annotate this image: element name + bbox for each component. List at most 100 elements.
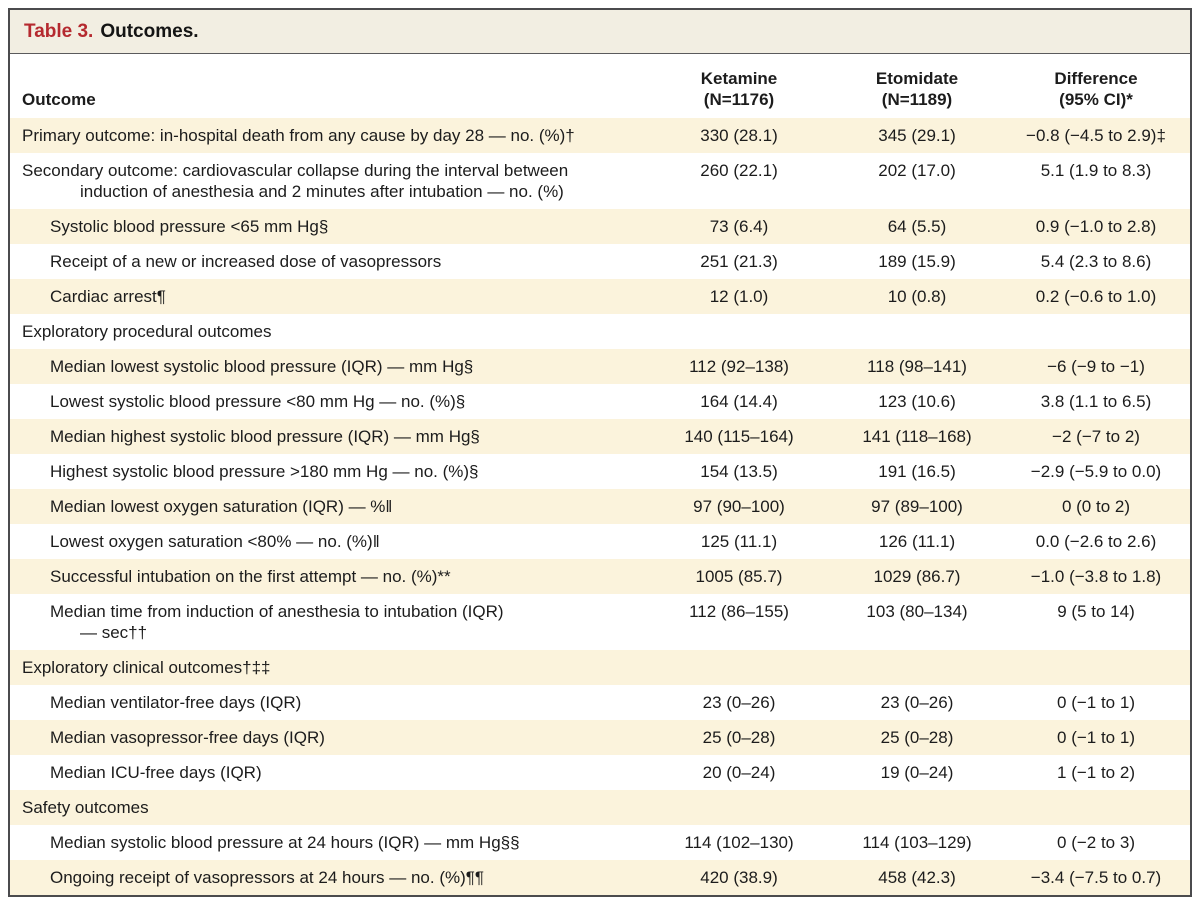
- ketamine-value: 154 (13.5): [700, 462, 778, 481]
- row-label: Primary outcome: in-hospital death from …: [10, 118, 646, 153]
- etomidate-value: 64 (5.5): [887, 217, 947, 236]
- row-label-line1: Highest systolic blood pressure >180 mm …: [50, 462, 479, 481]
- row-label-line2: — sec††: [80, 623, 148, 642]
- difference-value: 0.2 (−0.6 to 1.0): [1035, 287, 1157, 306]
- row-label-line1: Lowest systolic blood pressure <80 mm Hg…: [50, 392, 466, 411]
- row-label: Cardiac arrest¶: [10, 279, 646, 314]
- ketamine-value: 20 (0–24): [702, 763, 776, 782]
- row-label-line1: Secondary outcome: cardiovascular collap…: [22, 161, 569, 180]
- row-label: Median ventilator-free days (IQR): [10, 685, 646, 720]
- etomidate-value: 141 (118–168): [862, 427, 972, 446]
- difference-value: −0.8 (−4.5 to 2.9)‡: [1026, 126, 1166, 145]
- row-label-line1: Exploratory procedural outcomes: [22, 322, 272, 341]
- table-row: Median lowest systolic blood pressure (I…: [10, 349, 1190, 384]
- table-row: Secondary outcome: cardiovascular collap…: [10, 153, 1190, 209]
- etomidate-header-name: Etomidate: [875, 69, 959, 88]
- difference-value: 0 (−2 to 3): [1057, 833, 1135, 852]
- etomidate-value: [832, 650, 1002, 664]
- ketamine-value: [646, 314, 832, 328]
- difference-value: 0 (0 to 2): [1061, 497, 1131, 516]
- etomidate-value: 123 (10.6): [878, 392, 956, 411]
- row-label: Secondary outcome: cardiovascular collap…: [10, 153, 646, 209]
- row-label-line1: Median lowest oxygen saturation (IQR) — …: [50, 497, 393, 516]
- etomidate-value: [832, 790, 1002, 804]
- ketamine-header-name: Ketamine: [700, 69, 778, 88]
- ketamine-value: 1005 (85.7): [695, 567, 783, 586]
- row-label: Median time from induction of anesthesia…: [10, 594, 646, 650]
- etomidate-value: 25 (0–28): [880, 728, 954, 747]
- table-row: Median vasopressor-free days (IQR) 25 (0…: [10, 720, 1190, 755]
- difference-value: −3.4 (−7.5 to 0.7): [1030, 868, 1162, 887]
- outcome-column-header: Outcome: [22, 90, 96, 109]
- row-label-line1: Median ventilator-free days (IQR): [50, 693, 302, 712]
- difference-value: 0.0 (−2.6 to 2.6): [1035, 532, 1157, 551]
- table-row: Systolic blood pressure <65 mm Hg§ 73 (6…: [10, 209, 1190, 244]
- difference-value: −2 (−7 to 2): [1052, 427, 1140, 446]
- row-label: Median vasopressor-free days (IQR): [10, 720, 646, 755]
- difference-column-header: Difference (95% CI)*: [1002, 68, 1190, 110]
- ketamine-value: 251 (21.3): [700, 252, 778, 271]
- difference-value: −1.0 (−3.8 to 1.8): [1030, 567, 1162, 586]
- outcomes-table: Table 3. Outcomes. Outcome Ketamine (N=1…: [8, 8, 1192, 897]
- table-row: Safety outcomes: [10, 790, 1190, 825]
- table-row: Successful intubation on the first attem…: [10, 559, 1190, 594]
- difference-value: −2.9 (−5.9 to 0.0): [1030, 462, 1162, 481]
- etomidate-value: 19 (0–24): [880, 763, 954, 782]
- ketamine-value: 112 (86–155): [689, 602, 789, 621]
- difference-value: 1 (−1 to 2): [1057, 763, 1135, 782]
- row-label-line1: Median systolic blood pressure at 24 hou…: [50, 833, 520, 852]
- row-label-line1: Primary outcome: in-hospital death from …: [22, 126, 575, 145]
- ketamine-value: 23 (0–26): [702, 693, 776, 712]
- row-label: Receipt of a new or increased dose of va…: [10, 244, 646, 279]
- etomidate-value: 103 (80–134): [866, 602, 968, 621]
- etomidate-value: 118 (98–141): [867, 357, 967, 376]
- table-row: Ongoing receipt of vasopressors at 24 ho…: [10, 860, 1190, 895]
- difference-value: [1002, 650, 1190, 664]
- ketamine-value: 140 (115–164): [684, 427, 794, 446]
- etomidate-column-header: Etomidate (N=1189): [832, 68, 1002, 110]
- difference-value: [1002, 790, 1190, 804]
- row-label: Median ICU-free days (IQR): [10, 755, 646, 790]
- etomidate-value: 97 (89–100): [871, 497, 963, 516]
- ketamine-header-n: (N=1176): [703, 90, 775, 109]
- etomidate-value: 10 (0.8): [887, 287, 947, 306]
- difference-value: 9 (5 to 14): [1057, 602, 1135, 621]
- row-label-line1: Median ICU-free days (IQR): [50, 763, 262, 782]
- ketamine-value: [646, 650, 832, 664]
- row-label: Median systolic blood pressure at 24 hou…: [10, 825, 646, 860]
- row-label: Systolic blood pressure <65 mm Hg§: [10, 209, 646, 244]
- table-row: Exploratory clinical outcomes†‡‡: [10, 650, 1190, 685]
- ketamine-value: 12 (1.0): [709, 287, 769, 306]
- ketamine-value: 112 (92–138): [689, 357, 789, 376]
- row-label-line1: Lowest oxygen saturation <80% — no. (%)‖: [50, 532, 380, 551]
- row-label: Median lowest systolic blood pressure (I…: [10, 349, 646, 384]
- table-row: Median highest systolic blood pressure (…: [10, 419, 1190, 454]
- etomidate-value: 202 (17.0): [878, 161, 956, 180]
- difference-header-name: Difference: [1054, 69, 1138, 88]
- ketamine-column-header: Ketamine (N=1176): [646, 68, 832, 110]
- table-row: Primary outcome: in-hospital death from …: [10, 118, 1190, 153]
- row-label: Median lowest oxygen saturation (IQR) — …: [10, 489, 646, 524]
- etomidate-value: 23 (0–26): [880, 693, 954, 712]
- etomidate-value: 189 (15.9): [878, 252, 956, 271]
- ketamine-value: 420 (38.9): [700, 868, 778, 887]
- difference-value: 0.9 (−1.0 to 2.8): [1035, 217, 1157, 236]
- column-header-row: Outcome Ketamine (N=1176) Etomidate (N=1…: [10, 54, 1190, 118]
- ketamine-value: 164 (14.4): [700, 392, 778, 411]
- row-label-line1: Successful intubation on the first attem…: [50, 567, 451, 586]
- row-label: Lowest systolic blood pressure <80 mm Hg…: [10, 384, 646, 419]
- table-title-text: Outcomes.: [100, 20, 199, 42]
- etomidate-value: 126 (11.1): [878, 532, 956, 551]
- etomidate-header-n: (N=1189): [881, 90, 953, 109]
- row-label-line1: Ongoing receipt of vasopressors at 24 ho…: [50, 868, 485, 887]
- table-title-band: Table 3. Outcomes.: [10, 10, 1190, 54]
- row-label: Ongoing receipt of vasopressors at 24 ho…: [10, 860, 646, 895]
- row-label-line1: Systolic blood pressure <65 mm Hg§: [50, 217, 329, 236]
- row-label-line1: Exploratory clinical outcomes†‡‡: [22, 658, 271, 677]
- difference-value: 5.4 (2.3 to 8.6): [1040, 252, 1152, 271]
- etomidate-value: 114 (103–129): [862, 833, 972, 852]
- ketamine-value: 25 (0–28): [702, 728, 776, 747]
- ketamine-value: 125 (11.1): [700, 532, 778, 551]
- ketamine-value: 330 (28.1): [700, 126, 778, 145]
